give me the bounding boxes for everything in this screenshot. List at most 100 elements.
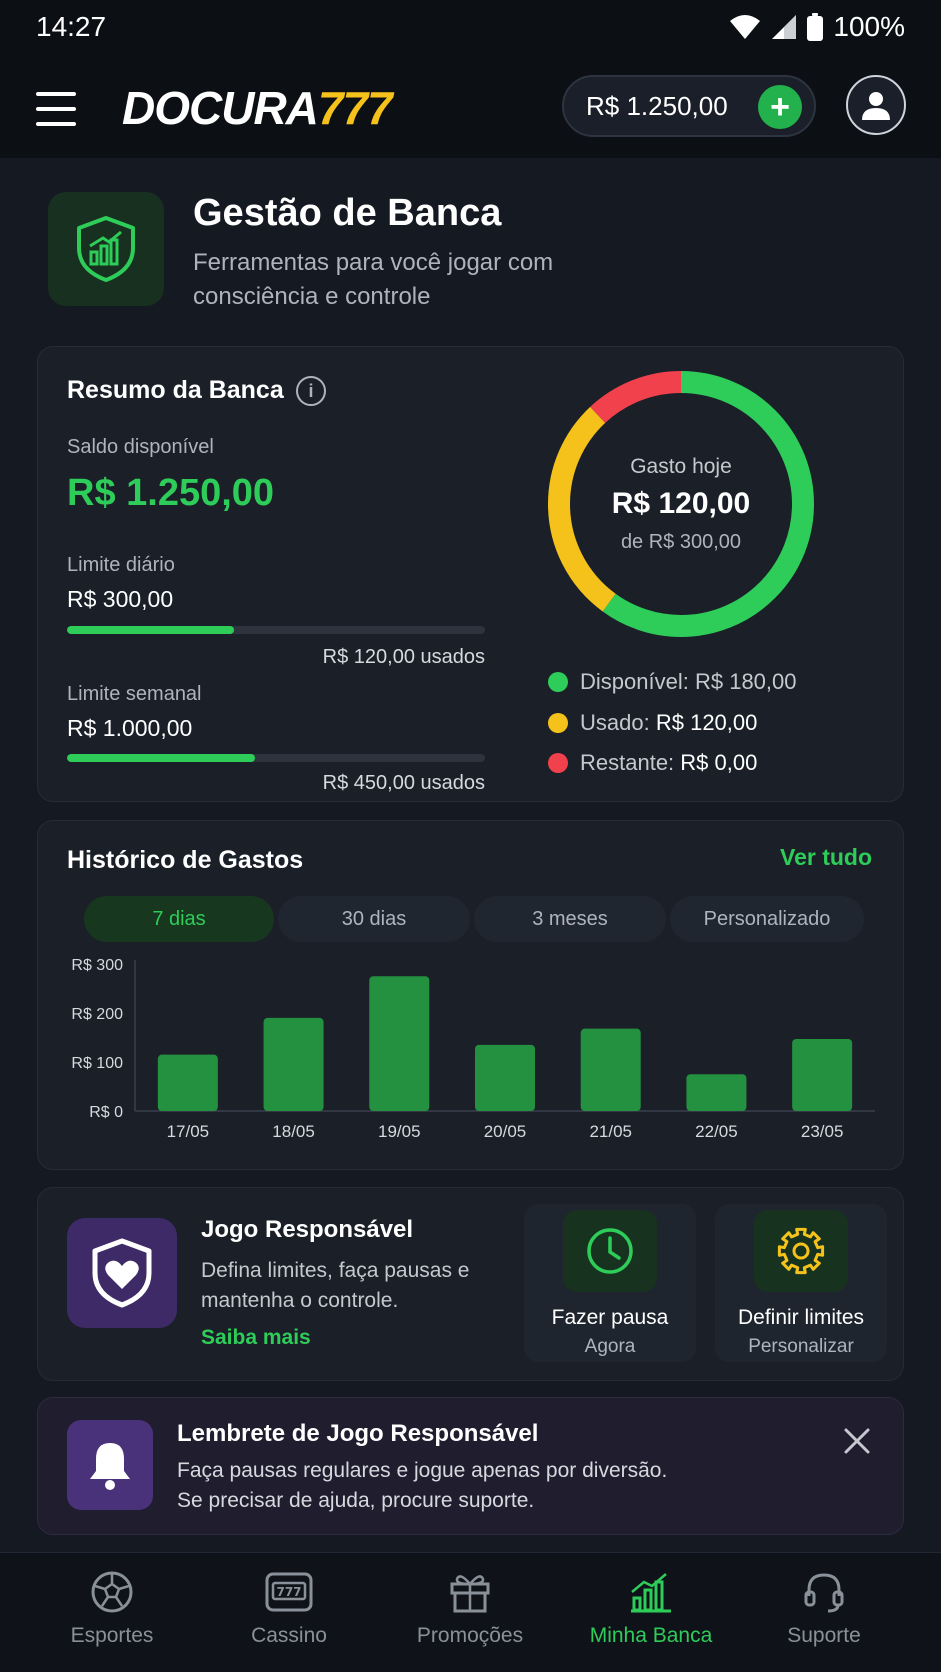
slot-machine-icon: 777 (265, 1572, 313, 1612)
chart-bar[interactable] (475, 1044, 535, 1111)
chart-bar[interactable] (369, 976, 430, 1111)
see-all-link[interactable]: Ver tudo (780, 844, 873, 870)
logo-text: DOCURA (122, 82, 319, 134)
reminder-text: Faça pausas regulares e jogue apenas por… (177, 1456, 667, 1516)
wifi-icon (730, 15, 761, 39)
user-icon (862, 92, 890, 120)
balance-label: Saldo disponível (67, 436, 214, 458)
nav-label: Promoções (416, 1624, 524, 1647)
daily-limit-label: Limite diário (67, 554, 175, 576)
nav-esportes[interactable]: Esportes (22, 1570, 202, 1648)
x-tick-label: 17/05 (167, 1122, 210, 1141)
set-limits-button[interactable]: Definir limites Personalizar (715, 1204, 887, 1362)
donut-center: Gasto hoje R$ 120,00 de R$ 300,00 (545, 368, 817, 640)
legend-value: R$ 120,00 (655, 710, 758, 735)
clock-icon (587, 1228, 633, 1274)
daily-limit-fill (67, 626, 235, 634)
y-tick-label: R$ 200 (71, 1006, 123, 1023)
donut-segment-usado (548, 371, 814, 637)
nav-suporte[interactable]: Suporte (734, 1570, 914, 1648)
legend-remaining: Restante: R$ 0,00 (548, 750, 757, 776)
legend-label: Restante: (580, 750, 675, 775)
tab-3-months[interactable]: 3 meses (474, 896, 666, 942)
weekly-limit-progress (67, 754, 485, 762)
shield-heart-icon-box (67, 1218, 177, 1328)
bell-icon (90, 1443, 130, 1490)
nav-cassino[interactable]: 777 Cassino (199, 1570, 379, 1648)
gear-icon-hub (792, 1242, 810, 1260)
y-tick-label: R$ 0 (89, 1104, 123, 1121)
tab-custom[interactable]: Personalizado (670, 896, 864, 942)
gift-icon (450, 1575, 490, 1613)
chart-bar[interactable] (157, 1054, 218, 1111)
headset-icon (804, 1573, 844, 1613)
summary-title: Resumo da Banca (67, 376, 284, 404)
menu-button[interactable] (36, 92, 76, 126)
weekly-limit-value: R$ 1.000,00 (67, 715, 193, 741)
weekly-used-text: R$ 450,00 usados (322, 772, 485, 794)
reminder-line-2: Se precisar de ajuda, procure suporte. (177, 1489, 535, 1512)
battery-level: 100% (833, 11, 905, 42)
profile-avatar[interactable] (846, 75, 906, 135)
legend-dot-green (548, 672, 568, 692)
chart-bar[interactable] (580, 1028, 641, 1111)
balance-amount: R$ 1.250,00 (586, 90, 728, 121)
hamburger-icon-line (36, 92, 76, 96)
nav-promocoes[interactable]: Promoções (380, 1570, 560, 1648)
shield-heart-icon (92, 1238, 152, 1308)
legend-dot-yellow (548, 713, 568, 733)
nav-label: Esportes (70, 1624, 154, 1647)
soccer-ball-icon (91, 1571, 133, 1613)
tab-7-days[interactable]: 7 dias (84, 896, 274, 942)
logo-accent: 777 (317, 82, 393, 134)
x-tick-label: 19/05 (378, 1122, 421, 1141)
x-tick-label: 20/05 (484, 1122, 527, 1141)
learn-more-link[interactable]: Saiba mais (201, 1326, 311, 1349)
brand-logo[interactable]: DOCURA777 (122, 80, 393, 136)
tab-30-days[interactable]: 30 dias (278, 896, 470, 942)
nav-minha-banca[interactable]: Minha Banca (561, 1570, 741, 1648)
nav-label: Suporte (787, 1624, 861, 1647)
gear-icon (777, 1227, 825, 1275)
responsible-description: Defina limites, faça pausas e mantenha o… (201, 1259, 470, 1312)
spent-today-limit: de R$ 300,00 (620, 530, 742, 553)
close-icon[interactable] (842, 1426, 872, 1456)
balance-value: R$ 1.250,00 (67, 472, 275, 514)
reminder-card (37, 1397, 904, 1535)
responsible-title: Jogo Responsável (201, 1216, 414, 1243)
take-break-sub: Agora (584, 1336, 636, 1357)
bell-icon-box (67, 1420, 153, 1510)
chart-bar[interactable] (686, 1074, 747, 1111)
shield-chart-icon (77, 216, 135, 282)
battery-icon (807, 13, 824, 41)
take-break-button[interactable]: Fazer pausa Agora (524, 1204, 696, 1362)
weekly-limit-fill (67, 754, 256, 762)
spending-bar-chart: R$ 0 R$ 100 R$ 200 R$ 300 17/05 18/05 19/05 20/… (71, 957, 875, 1141)
legend-dot-red (548, 753, 568, 773)
legend-value: R$ 180,00 (694, 669, 797, 694)
add-funds-button[interactable]: + (758, 85, 802, 129)
status-time: 14:27 (36, 11, 107, 42)
balance-pill[interactable]: R$ 1.250,00 + (562, 75, 816, 137)
legend-label: Usado: (580, 710, 650, 735)
reminder-line-1: Faça pausas regulares e jogue apenas por… (177, 1459, 668, 1482)
page-subtitle: Ferramentas para você jogar com consciên… (193, 249, 554, 310)
history-title: Histórico de Gastos (67, 846, 304, 874)
legend-label: Disponível: (580, 669, 689, 694)
info-icon[interactable]: i (296, 376, 326, 406)
spent-today-value: R$ 120,00 (611, 486, 751, 520)
gear-icon-box (754, 1210, 848, 1292)
x-tick-label: 22/05 (695, 1122, 738, 1141)
set-limits-sub: Personalizar (748, 1336, 854, 1357)
hamburger-icon-line (36, 107, 76, 111)
signal-icon (772, 15, 797, 39)
daily-limit-value: R$ 300,00 (67, 586, 174, 612)
legend-used: Usado: R$ 120,00 (548, 710, 757, 736)
status-icons: 100% (729, 11, 905, 43)
daily-limit-progress (67, 626, 485, 634)
gear-icon-outline (777, 1227, 825, 1275)
chart-bar[interactable] (263, 1017, 324, 1111)
take-break-label: Fazer pausa (551, 1306, 669, 1329)
chart-bars-icon (631, 1573, 671, 1613)
chart-bar[interactable] (792, 1038, 853, 1111)
